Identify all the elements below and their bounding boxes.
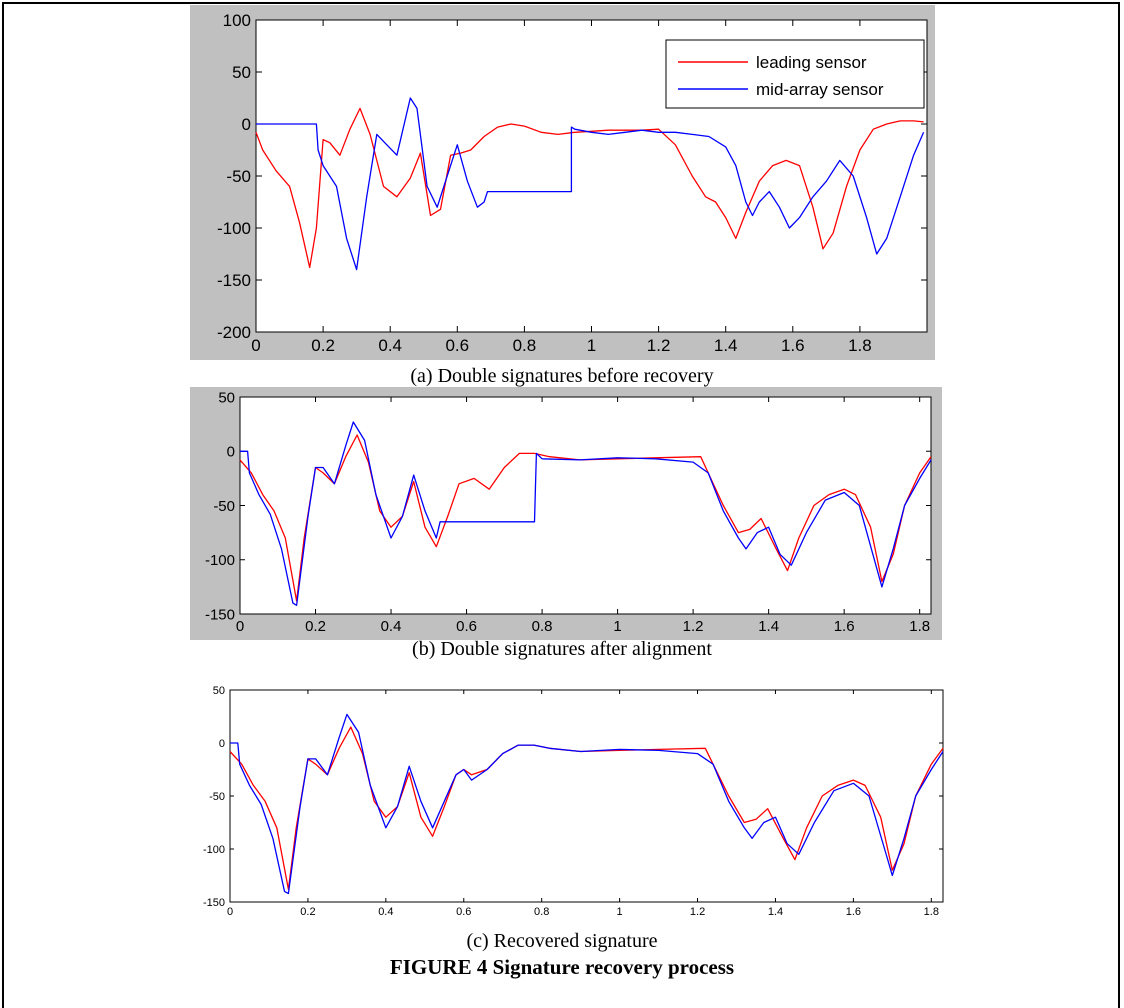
series-line-leading-sensor <box>255 107 924 269</box>
x-tick-label: 1.2 <box>683 618 704 635</box>
x-tick-label: 1.6 <box>846 906 861 918</box>
x-tick-label: 0.4 <box>378 906 393 918</box>
y-tick-label: 50 <box>218 389 235 406</box>
series-line-blue <box>240 421 932 606</box>
legend-label: leading sensor <box>756 53 867 72</box>
y-tick-label: -50 <box>226 167 251 186</box>
plot-area-2 <box>229 689 944 903</box>
y-tick-label: 50 <box>213 685 225 697</box>
x-tick-label: 1.4 <box>714 336 738 355</box>
x-tick-label: 0.8 <box>532 618 553 635</box>
legend-label: mid-array sensor <box>756 80 884 99</box>
y-tick-label: -50 <box>209 791 225 803</box>
x-tick-label: 0.8 <box>513 336 537 355</box>
y-tick-label: -200 <box>217 323 251 342</box>
x-tick-label: 0.4 <box>381 618 402 635</box>
y-tick-label: -150 <box>203 897 225 909</box>
x-tick-label: 0.4 <box>378 336 402 355</box>
y-tick-label: -50 <box>213 498 235 515</box>
x-tick-label: 0 <box>251 336 260 355</box>
x-tick-label: 1 <box>587 336 596 355</box>
legend-box <box>665 39 925 109</box>
y-tick-label: -100 <box>217 219 251 238</box>
x-tick-label: 1.6 <box>781 336 805 355</box>
x-tick-label: 1.2 <box>690 906 705 918</box>
caption-c: (c) Recovered signature <box>466 930 658 952</box>
y-tick-label: -150 <box>217 271 251 290</box>
caption-b: (b) Double signatures after alignment <box>412 638 712 660</box>
x-tick-label: 1.8 <box>848 336 872 355</box>
x-tick-label: 1.8 <box>909 618 930 635</box>
x-tick-label: 0 <box>236 618 244 635</box>
series-line-red <box>239 434 932 602</box>
x-tick-label: 0.6 <box>456 618 477 635</box>
y-tick-label: -100 <box>203 844 225 856</box>
x-tick-label: 0.6 <box>445 336 469 355</box>
x-tick-label: 0 <box>227 906 233 918</box>
caption-a: (a) Double signatures before recovery <box>410 365 714 387</box>
y-tick-label: 0 <box>227 444 235 461</box>
series-line-mid-array-sensor <box>256 97 925 271</box>
x-tick-label: 1.8 <box>924 906 939 918</box>
x-tick-label: 0.6 <box>456 906 471 918</box>
x-tick-label: 1.4 <box>768 906 783 918</box>
series-line-blue <box>230 713 944 895</box>
y-tick-label: 50 <box>232 63 251 82</box>
x-tick-label: 1.4 <box>758 618 779 635</box>
y-tick-label: -100 <box>205 552 235 569</box>
x-tick-label: 1 <box>617 906 623 918</box>
y-tick-label: 0 <box>219 738 225 750</box>
x-tick-label: 0.2 <box>311 336 335 355</box>
figure-title: FIGURE 4 Signature recovery process <box>389 955 735 979</box>
y-tick-label: 100 <box>223 11 251 30</box>
x-tick-label: 0.8 <box>534 906 549 918</box>
y-tick-label: 0 <box>242 115 251 134</box>
plot-area-1 <box>239 396 932 615</box>
x-tick-label: 1 <box>613 618 621 635</box>
x-tick-label: 0.2 <box>300 906 315 918</box>
x-tick-label: 1.6 <box>834 618 855 635</box>
x-tick-label: 1.2 <box>647 336 671 355</box>
x-tick-label: 0.2 <box>305 618 326 635</box>
y-tick-label: -150 <box>205 606 235 623</box>
